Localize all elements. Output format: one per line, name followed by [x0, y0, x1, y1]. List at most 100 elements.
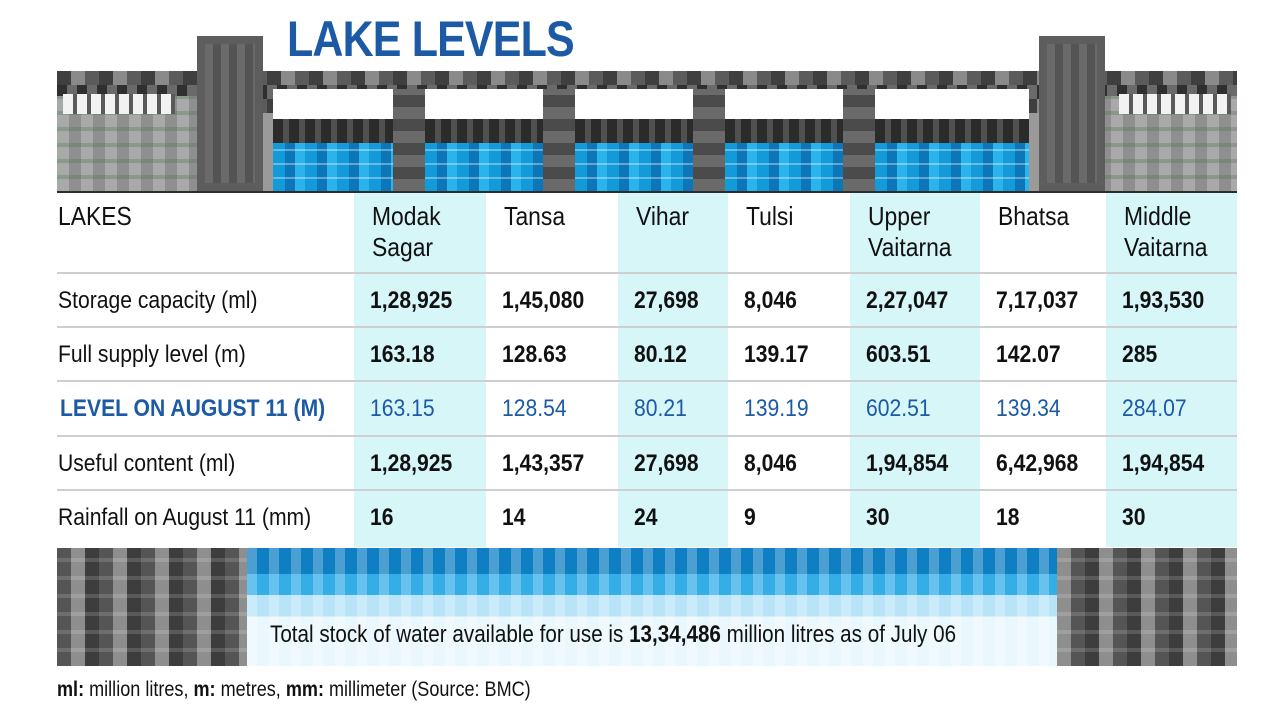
dam-pier: [393, 89, 425, 191]
table-cell: 7,17,037: [996, 287, 1079, 314]
header-lake: Upper Vaitarna: [868, 201, 952, 263]
column-band: [618, 191, 728, 547]
table-cell: 6,42,968: [996, 450, 1079, 477]
table-cell: 139.19: [744, 395, 809, 422]
lake-levels-table: LAKES Modak Sagar Tansa Vihar Tulsi Upper Vaita…: [57, 191, 1237, 547]
table-cell: 1,94,854: [866, 450, 949, 477]
dam-left-windows: [63, 94, 175, 114]
header-line: Vaitarna: [868, 232, 952, 262]
table-cell: 24: [634, 504, 658, 531]
footnote-key-mm: mm:: [285, 678, 324, 701]
dam-gate: [273, 89, 393, 191]
table-cell: 128.63: [502, 341, 567, 368]
table-cell: 1,45,080: [502, 287, 585, 314]
footnote-key-ml: ml:: [57, 678, 85, 701]
table-cell: 30: [1122, 504, 1146, 531]
row-divider: [57, 380, 1237, 382]
table-cell: 139.17: [744, 341, 809, 368]
dam-left-tower: [197, 36, 263, 191]
dam-right-windows: [1119, 94, 1231, 114]
table-cell: 8,046: [744, 287, 797, 314]
header-lake: Middle Vaitarna: [1124, 201, 1208, 263]
header-lake: Tansa: [504, 201, 565, 232]
table-cell: 1,28,925: [370, 287, 453, 314]
table-cell: 128.54: [502, 395, 567, 422]
dam-right-tower: [1039, 36, 1105, 191]
row-divider: [57, 435, 1237, 437]
dam-gate: [725, 89, 843, 191]
water-surface: [247, 548, 1057, 666]
header-line: Bhatsa: [998, 201, 1070, 231]
header-line: Vihar: [636, 201, 690, 231]
table-cell: 30: [866, 504, 890, 531]
header-lake: Vihar: [636, 201, 689, 232]
water-left-wall: [57, 548, 247, 666]
row-label: Full supply level (m): [58, 341, 246, 368]
header-line: LAKES: [58, 201, 132, 231]
table-cell: 139.34: [996, 395, 1061, 422]
row-divider: [57, 326, 1237, 328]
dam-gate: [875, 89, 1029, 191]
table-cell: 1,94,854: [1122, 450, 1205, 477]
footnote-val-mm: millimeter (Source: BMC): [329, 678, 531, 701]
footnote: ml: million litres, m: metres, mm: milli…: [57, 678, 531, 702]
header-line: Upper: [868, 201, 931, 231]
dam-pier: [543, 89, 575, 191]
table-cell: 9: [744, 504, 756, 531]
dam-gate: [425, 89, 543, 191]
header-lake: Modak Sagar: [372, 201, 441, 263]
header-line: Tulsi: [746, 201, 794, 231]
stock-note-amount: 13,34,486: [629, 621, 721, 648]
stock-note-suffix: million litres as of July 06: [726, 621, 957, 648]
table-cell: 27,698: [634, 287, 699, 314]
table-cell: 602.51: [866, 395, 931, 422]
dam-pier: [843, 89, 875, 191]
row-label: Storage capacity (ml): [58, 287, 258, 314]
table-cell: 18: [996, 504, 1020, 531]
row-divider: [57, 272, 1237, 274]
table-cell: 14: [502, 504, 526, 531]
table-cell: 8,046: [744, 450, 797, 477]
column-band: [354, 191, 486, 547]
table-cell: 1,93,530: [1122, 287, 1205, 314]
table-cell: 603.51: [866, 341, 931, 368]
row-label: Rainfall on August 11 (mm): [58, 504, 312, 531]
header-lake: Bhatsa: [998, 201, 1069, 232]
header-lakes: LAKES: [58, 201, 132, 232]
table-cell: 2,27,047: [866, 287, 949, 314]
table-top-rule: [57, 191, 1237, 193]
dam-pier: [693, 89, 725, 191]
water-illustration: [57, 548, 1237, 666]
header-line: Tansa: [504, 201, 566, 231]
footnote-val-m: metres,: [220, 678, 281, 701]
dam-illustration: [57, 36, 1237, 191]
row-divider: [57, 489, 1237, 491]
column-band: [1106, 191, 1237, 547]
stock-note: Total stock of water available for use i…: [270, 621, 956, 649]
table-cell: 1,28,925: [370, 450, 453, 477]
column-band: [850, 191, 980, 547]
water-right-wall: [1057, 548, 1237, 666]
header-lake: Tulsi: [746, 201, 793, 232]
table-cell: 163.15: [370, 395, 435, 422]
header-line: Sagar: [372, 232, 434, 262]
table-cell: 163.18: [370, 341, 435, 368]
dam-gate: [575, 89, 693, 191]
table-cell: 1,43,357: [502, 450, 585, 477]
footnote-key-m: m:: [193, 678, 216, 701]
header-line: Modak: [372, 201, 441, 231]
table-cell: 27,698: [634, 450, 699, 477]
table-cell: 80.12: [634, 341, 687, 368]
row-label: LEVEL ON AUGUST 11 (M): [60, 395, 326, 422]
table-cell: 142.07: [996, 341, 1061, 368]
row-label: Useful content (ml): [58, 450, 236, 477]
page-title: LAKE LEVELS: [287, 11, 575, 67]
stock-note-prefix: Total stock of water available for use i…: [270, 621, 624, 648]
table-cell: 16: [370, 504, 394, 531]
footnote-val-ml: million litres,: [89, 678, 189, 701]
table-cell: 80.21: [634, 395, 687, 422]
header-line: Middle: [1124, 201, 1192, 231]
table-cell: 284.07: [1122, 395, 1187, 422]
table-cell: 285: [1122, 341, 1158, 368]
header-line: Vaitarna: [1124, 232, 1208, 262]
